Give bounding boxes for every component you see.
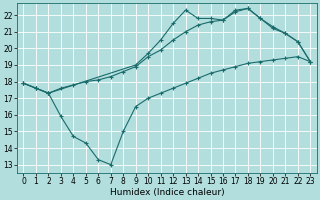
X-axis label: Humidex (Indice chaleur): Humidex (Indice chaleur) bbox=[109, 188, 224, 197]
